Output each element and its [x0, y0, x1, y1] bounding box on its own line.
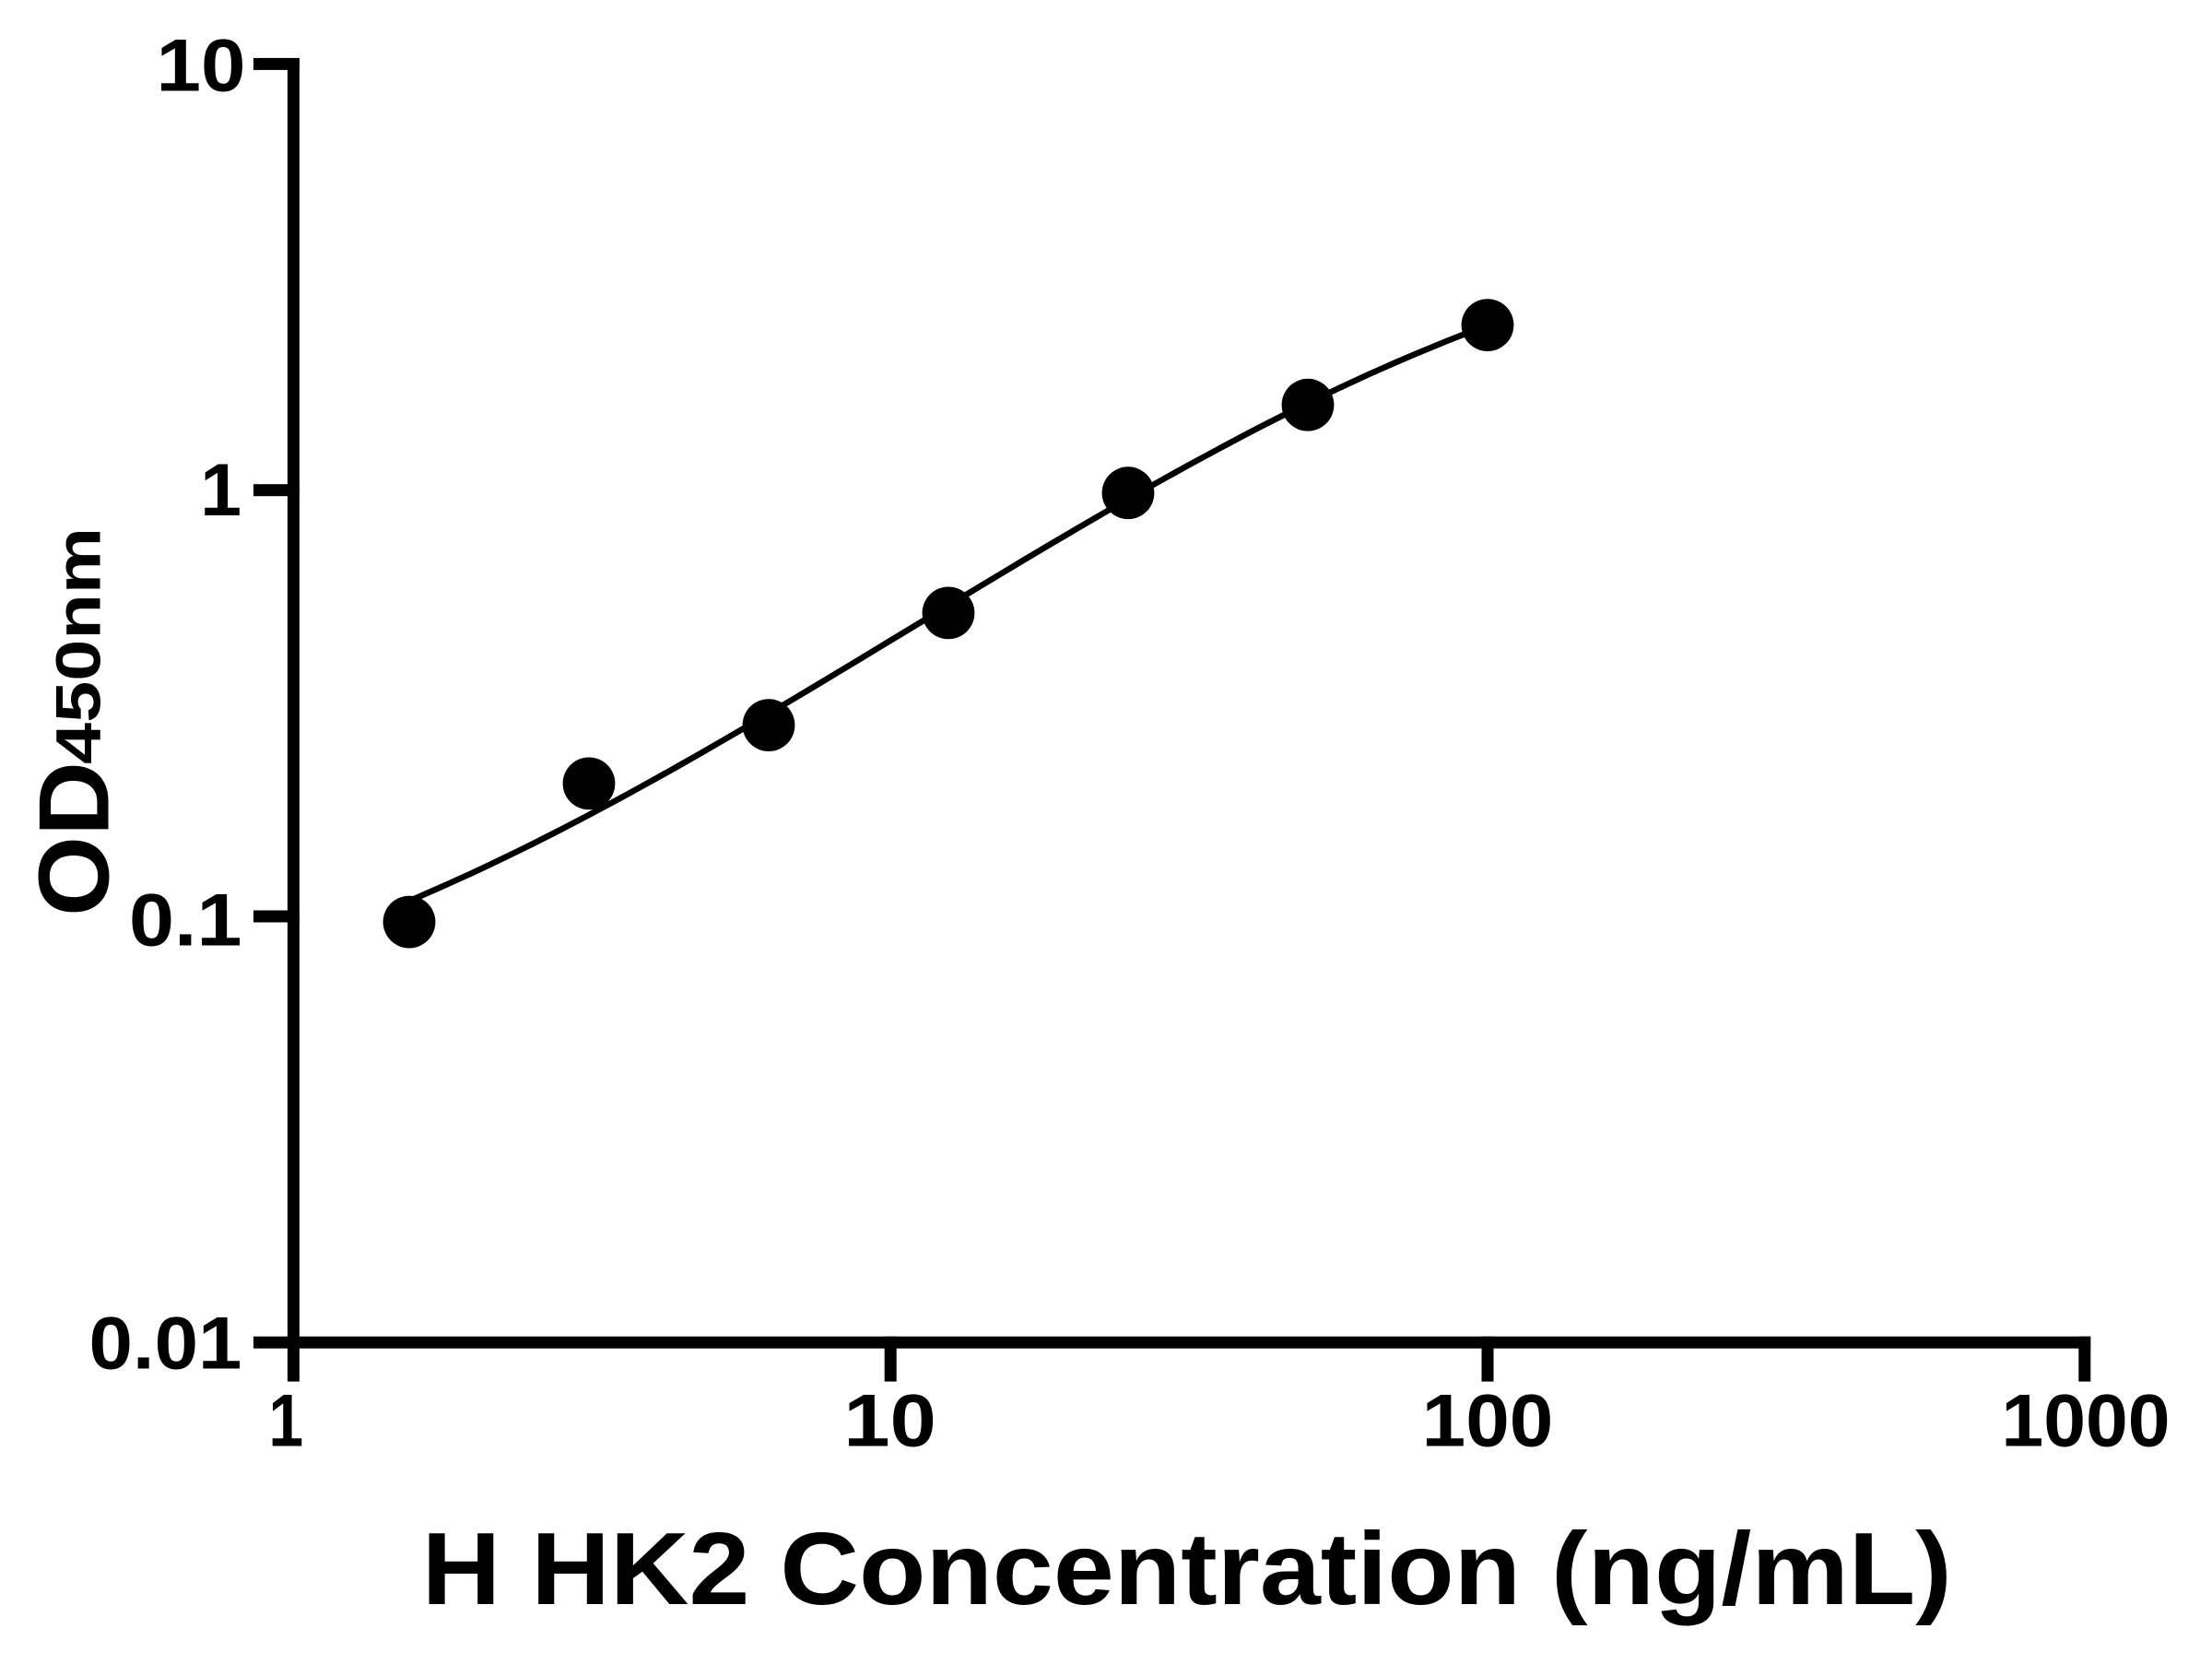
svg-text:10: 10: [843, 1380, 935, 1463]
svg-text:1: 1: [268, 1380, 303, 1463]
svg-text:H HK2 Concentration (ng/mL): H HK2 Concentration (ng/mL): [422, 1511, 1952, 1626]
svg-text:0.1: 0.1: [129, 879, 242, 962]
svg-text:1000: 1000: [2001, 1380, 2170, 1463]
svg-text:0.01: 0.01: [89, 1303, 242, 1386]
svg-text:100: 100: [1422, 1380, 1554, 1463]
svg-text:450nm: 450nm: [44, 527, 114, 764]
svg-text:OD: OD: [18, 761, 129, 916]
svg-text:1: 1: [200, 449, 241, 532]
svg-text:10: 10: [157, 25, 246, 108]
